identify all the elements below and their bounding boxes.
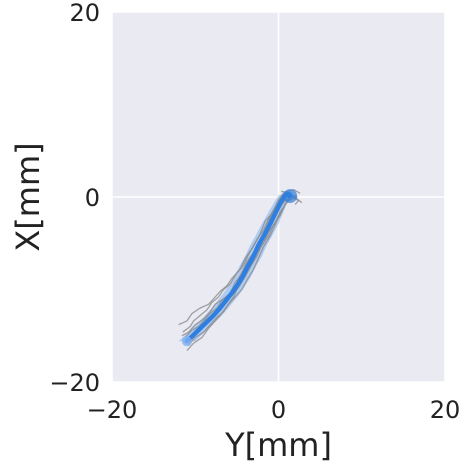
tick-labels: −20 0 20 −20 0 20 [49, 0, 460, 424]
mean-trajectory-line [184, 191, 293, 344]
x-tick-label: 20 [430, 396, 461, 424]
y-tick-label: 20 [69, 0, 100, 27]
mean-trajectory [181, 189, 298, 347]
y-axis-label: X[mm] [9, 142, 47, 251]
x-tick-label: −20 [87, 396, 138, 424]
start-point-marker [181, 336, 192, 347]
trial-trace-4 [178, 192, 303, 326]
y-tick-label: −20 [49, 369, 100, 397]
y-tick-label: 0 [85, 184, 100, 212]
end-point-marker [283, 189, 298, 204]
x-tick-label: 0 [271, 396, 286, 424]
x-axis-label: Y[mm] [224, 426, 332, 464]
